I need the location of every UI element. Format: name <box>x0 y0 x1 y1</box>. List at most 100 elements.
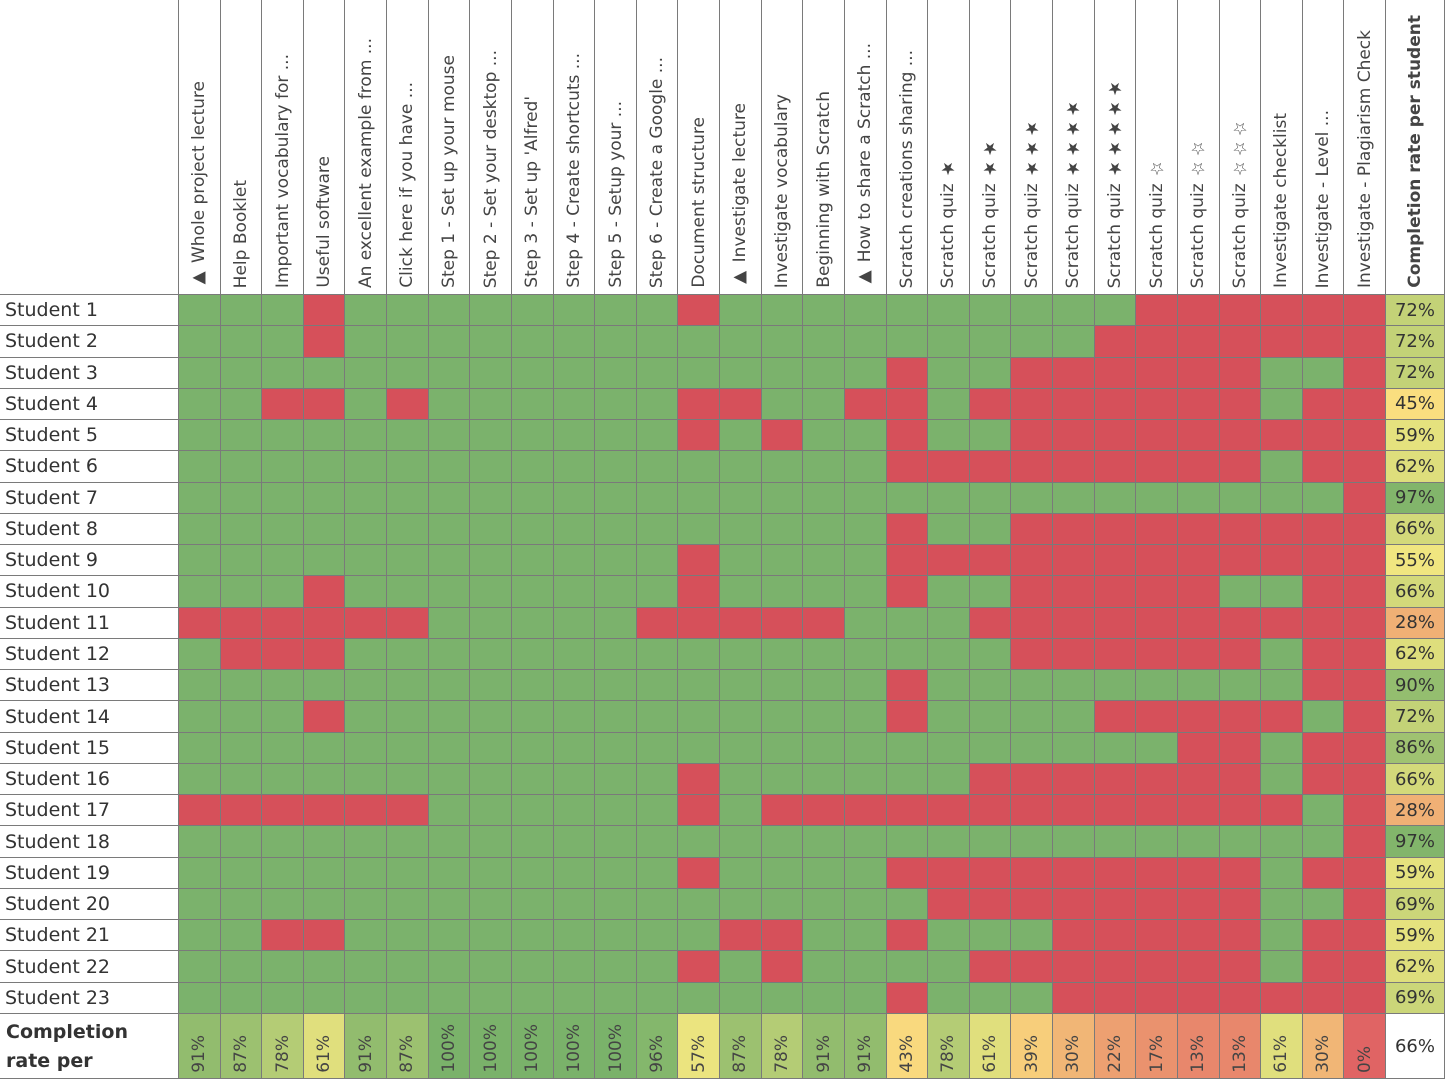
status-cell <box>470 732 512 764</box>
row-label: Student 23 <box>5 986 111 1009</box>
status-cell <box>761 920 804 952</box>
activity-rate: 57% <box>678 1014 721 1079</box>
status-cell <box>387 826 429 858</box>
activity-rate: 100% <box>511 1014 554 1079</box>
status-cell <box>470 451 512 483</box>
rate-text: 72% <box>1394 330 1435 352</box>
status-cell <box>1094 920 1137 952</box>
status-cell <box>428 920 471 952</box>
status-cell <box>179 451 221 483</box>
status-cell <box>969 451 1012 483</box>
status-cell <box>1344 951 1386 983</box>
column-header: Document structure <box>678 0 721 295</box>
status-cell <box>428 826 471 858</box>
status-cell <box>1094 638 1137 671</box>
status-cell <box>262 545 304 577</box>
status-cell <box>1302 982 1345 1014</box>
column-header: Scratch quiz ★★★ <box>1011 0 1054 295</box>
column-label: Step 6 - Create a Google ... <box>647 56 668 288</box>
status-cell <box>1053 857 1095 889</box>
status-cell <box>844 513 887 546</box>
status-cell <box>303 357 346 389</box>
status-cell <box>345 763 388 796</box>
status-cell <box>387 670 429 702</box>
status-cell <box>678 482 721 514</box>
row-label: Student 4 <box>5 392 98 415</box>
status-cell <box>262 513 304 546</box>
column-label: Useful software <box>314 156 335 288</box>
status-cell <box>1053 482 1095 514</box>
status-cell <box>678 763 721 796</box>
status-cell <box>511 763 554 796</box>
status-cell <box>1136 920 1178 952</box>
status-cell <box>1011 795 1054 827</box>
status-cell <box>803 420 845 452</box>
status-cell <box>1261 326 1303 358</box>
status-cell <box>595 295 637 327</box>
status-cell <box>511 888 554 921</box>
status-cell <box>636 357 679 389</box>
rate-text: 55% <box>1394 549 1435 571</box>
status-cell <box>678 732 721 764</box>
activity-rate: 17% <box>1136 1014 1178 1079</box>
status-cell <box>511 982 554 1014</box>
status-cell <box>387 451 429 483</box>
status-cell <box>1011 982 1054 1014</box>
status-cell <box>1136 295 1178 327</box>
status-cell <box>844 732 887 764</box>
status-cell <box>595 795 637 827</box>
column-header: Beginning with Scratch <box>803 0 845 295</box>
rate-text: 100% <box>522 1024 543 1073</box>
rate-text: 72% <box>1394 706 1435 728</box>
rate-text: 69% <box>1394 987 1435 1009</box>
status-cell <box>220 732 263 764</box>
status-cell <box>803 326 845 358</box>
status-cell <box>803 513 845 546</box>
status-cell <box>928 420 970 452</box>
activity-rate: 100% <box>428 1014 471 1079</box>
status-cell <box>179 951 221 983</box>
status-cell <box>1094 607 1137 639</box>
status-cell <box>761 638 804 671</box>
status-cell <box>1136 451 1178 483</box>
student-rate: 97% <box>1386 482 1445 514</box>
status-cell <box>1219 388 1262 421</box>
rate-text: 66% <box>1394 518 1435 540</box>
row-label: Student 5 <box>5 424 98 447</box>
status-cell <box>1136 982 1178 1014</box>
status-cell <box>1344 732 1386 764</box>
rate-text: 61% <box>1271 1035 1292 1073</box>
status-cell <box>1261 513 1303 546</box>
column-label: Scratch quiz ☆☆ <box>1188 137 1209 288</box>
status-cell <box>387 545 429 577</box>
column-label: Scratch quiz ★★★★ <box>1063 97 1084 288</box>
status-cell <box>1177 670 1220 702</box>
status-cell <box>387 420 429 452</box>
status-cell <box>928 763 970 796</box>
column-header: Help Booklet <box>220 0 263 295</box>
status-cell <box>1177 295 1220 327</box>
status-cell <box>262 388 304 421</box>
status-cell <box>803 826 845 858</box>
row-label: Student 10 <box>5 580 111 603</box>
status-cell <box>595 326 637 358</box>
status-cell <box>969 701 1012 733</box>
status-cell <box>1177 701 1220 733</box>
status-cell <box>1219 857 1262 889</box>
status-cell <box>1136 545 1178 577</box>
status-cell <box>387 951 429 983</box>
status-cell <box>553 701 596 733</box>
status-cell <box>886 326 929 358</box>
status-cell <box>511 357 554 389</box>
status-cell <box>1219 638 1262 671</box>
status-cell <box>303 888 346 921</box>
status-cell <box>470 388 512 421</box>
status-cell <box>553 388 596 421</box>
status-cell <box>262 982 304 1014</box>
status-cell <box>678 607 721 639</box>
status-cell <box>179 732 221 764</box>
status-cell <box>553 451 596 483</box>
status-cell <box>1302 701 1345 733</box>
rate-text: 28% <box>1394 799 1435 821</box>
status-cell <box>1261 763 1303 796</box>
